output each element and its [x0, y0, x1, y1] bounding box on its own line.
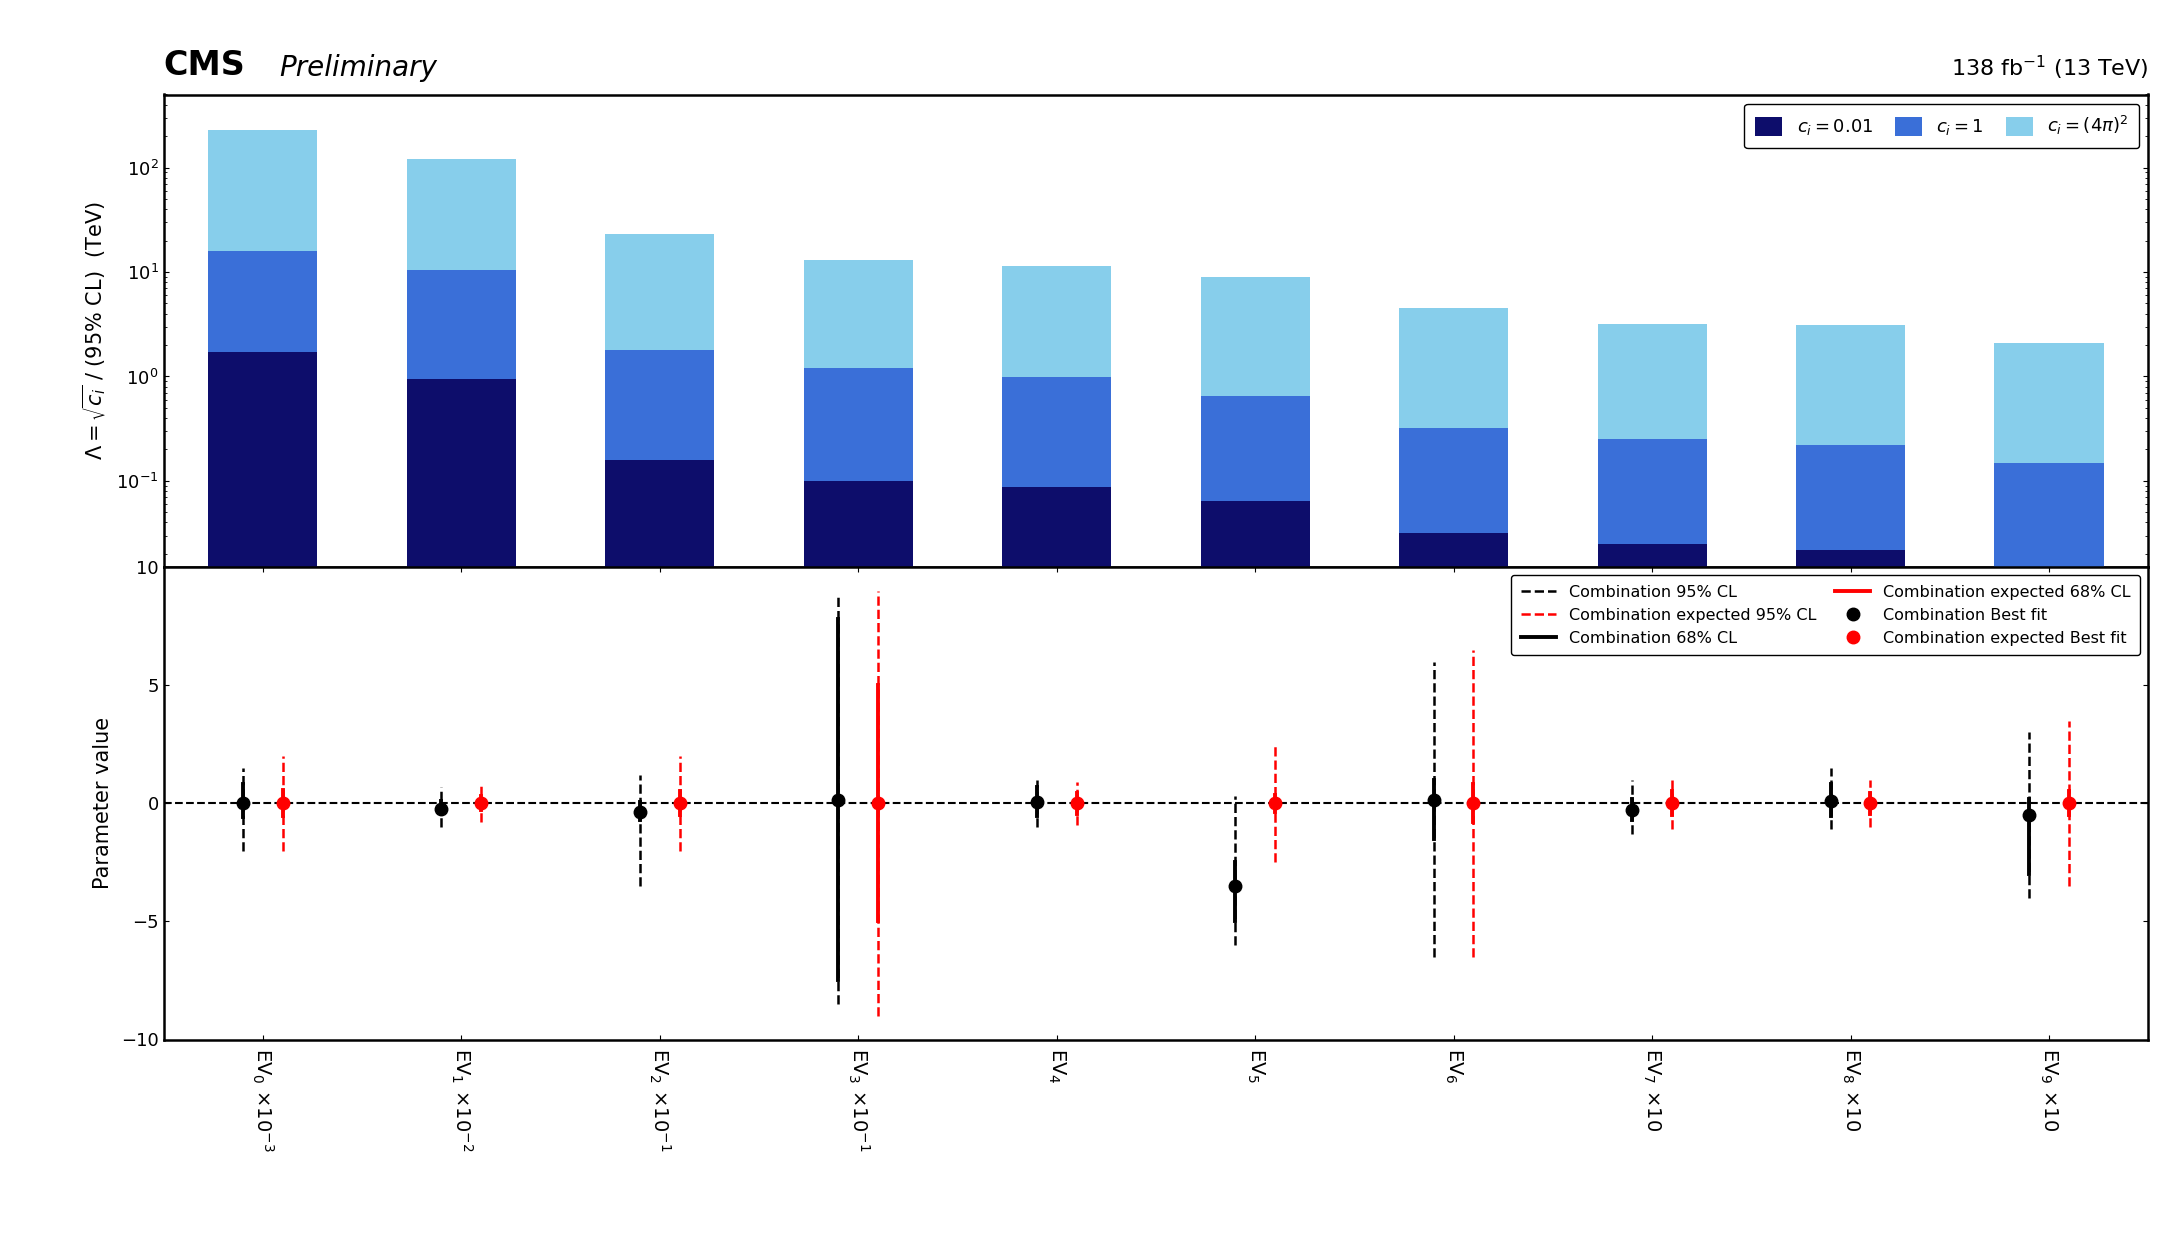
- Bar: [1200, 501, 1311, 1260]
- Bar: [803, 260, 914, 368]
- Bar: [1398, 428, 1509, 533]
- Bar: [1795, 445, 1906, 549]
- Bar: [1398, 533, 1509, 1260]
- Bar: [207, 353, 318, 1260]
- Legend: Combination 95% CL, Combination expected 95% CL, Combination 68% CL, Combination: Combination 95% CL, Combination expected…: [1511, 575, 2140, 655]
- Y-axis label: Parameter value: Parameter value: [92, 717, 113, 890]
- Text: 138 fb$^{-1}$ (13 TeV): 138 fb$^{-1}$ (13 TeV): [1950, 54, 2148, 82]
- Bar: [1200, 277, 1311, 396]
- Bar: [406, 159, 517, 270]
- Bar: [1596, 440, 1708, 544]
- Bar: [1596, 324, 1708, 440]
- Bar: [604, 460, 715, 1260]
- Text: CMS: CMS: [164, 49, 244, 82]
- Bar: [1795, 549, 1906, 1260]
- Legend: $c_i = 0.01$, $c_i = 1$, $c_i = (4\pi)^2$: $c_i = 0.01$, $c_i = 1$, $c_i = (4\pi)^2…: [1745, 103, 2140, 149]
- Bar: [803, 368, 914, 481]
- Bar: [803, 481, 914, 1260]
- Text: Preliminary: Preliminary: [279, 54, 436, 82]
- Y-axis label: $\Lambda = \sqrt{c_i}$ / (95% CL)  (TeV): $\Lambda = \sqrt{c_i}$ / (95% CL) (TeV): [81, 202, 107, 460]
- Bar: [1596, 544, 1708, 1260]
- Bar: [604, 234, 715, 350]
- Bar: [207, 130, 318, 251]
- Bar: [406, 270, 517, 379]
- Bar: [1993, 462, 2105, 567]
- Bar: [406, 379, 517, 1260]
- Bar: [1001, 378, 1112, 486]
- Bar: [207, 251, 318, 353]
- Bar: [1200, 396, 1311, 501]
- Bar: [1001, 486, 1112, 1260]
- Bar: [1398, 309, 1509, 428]
- Bar: [1001, 266, 1112, 378]
- Bar: [604, 350, 715, 460]
- Bar: [1993, 567, 2105, 1260]
- Bar: [1795, 325, 1906, 445]
- Bar: [1993, 343, 2105, 462]
